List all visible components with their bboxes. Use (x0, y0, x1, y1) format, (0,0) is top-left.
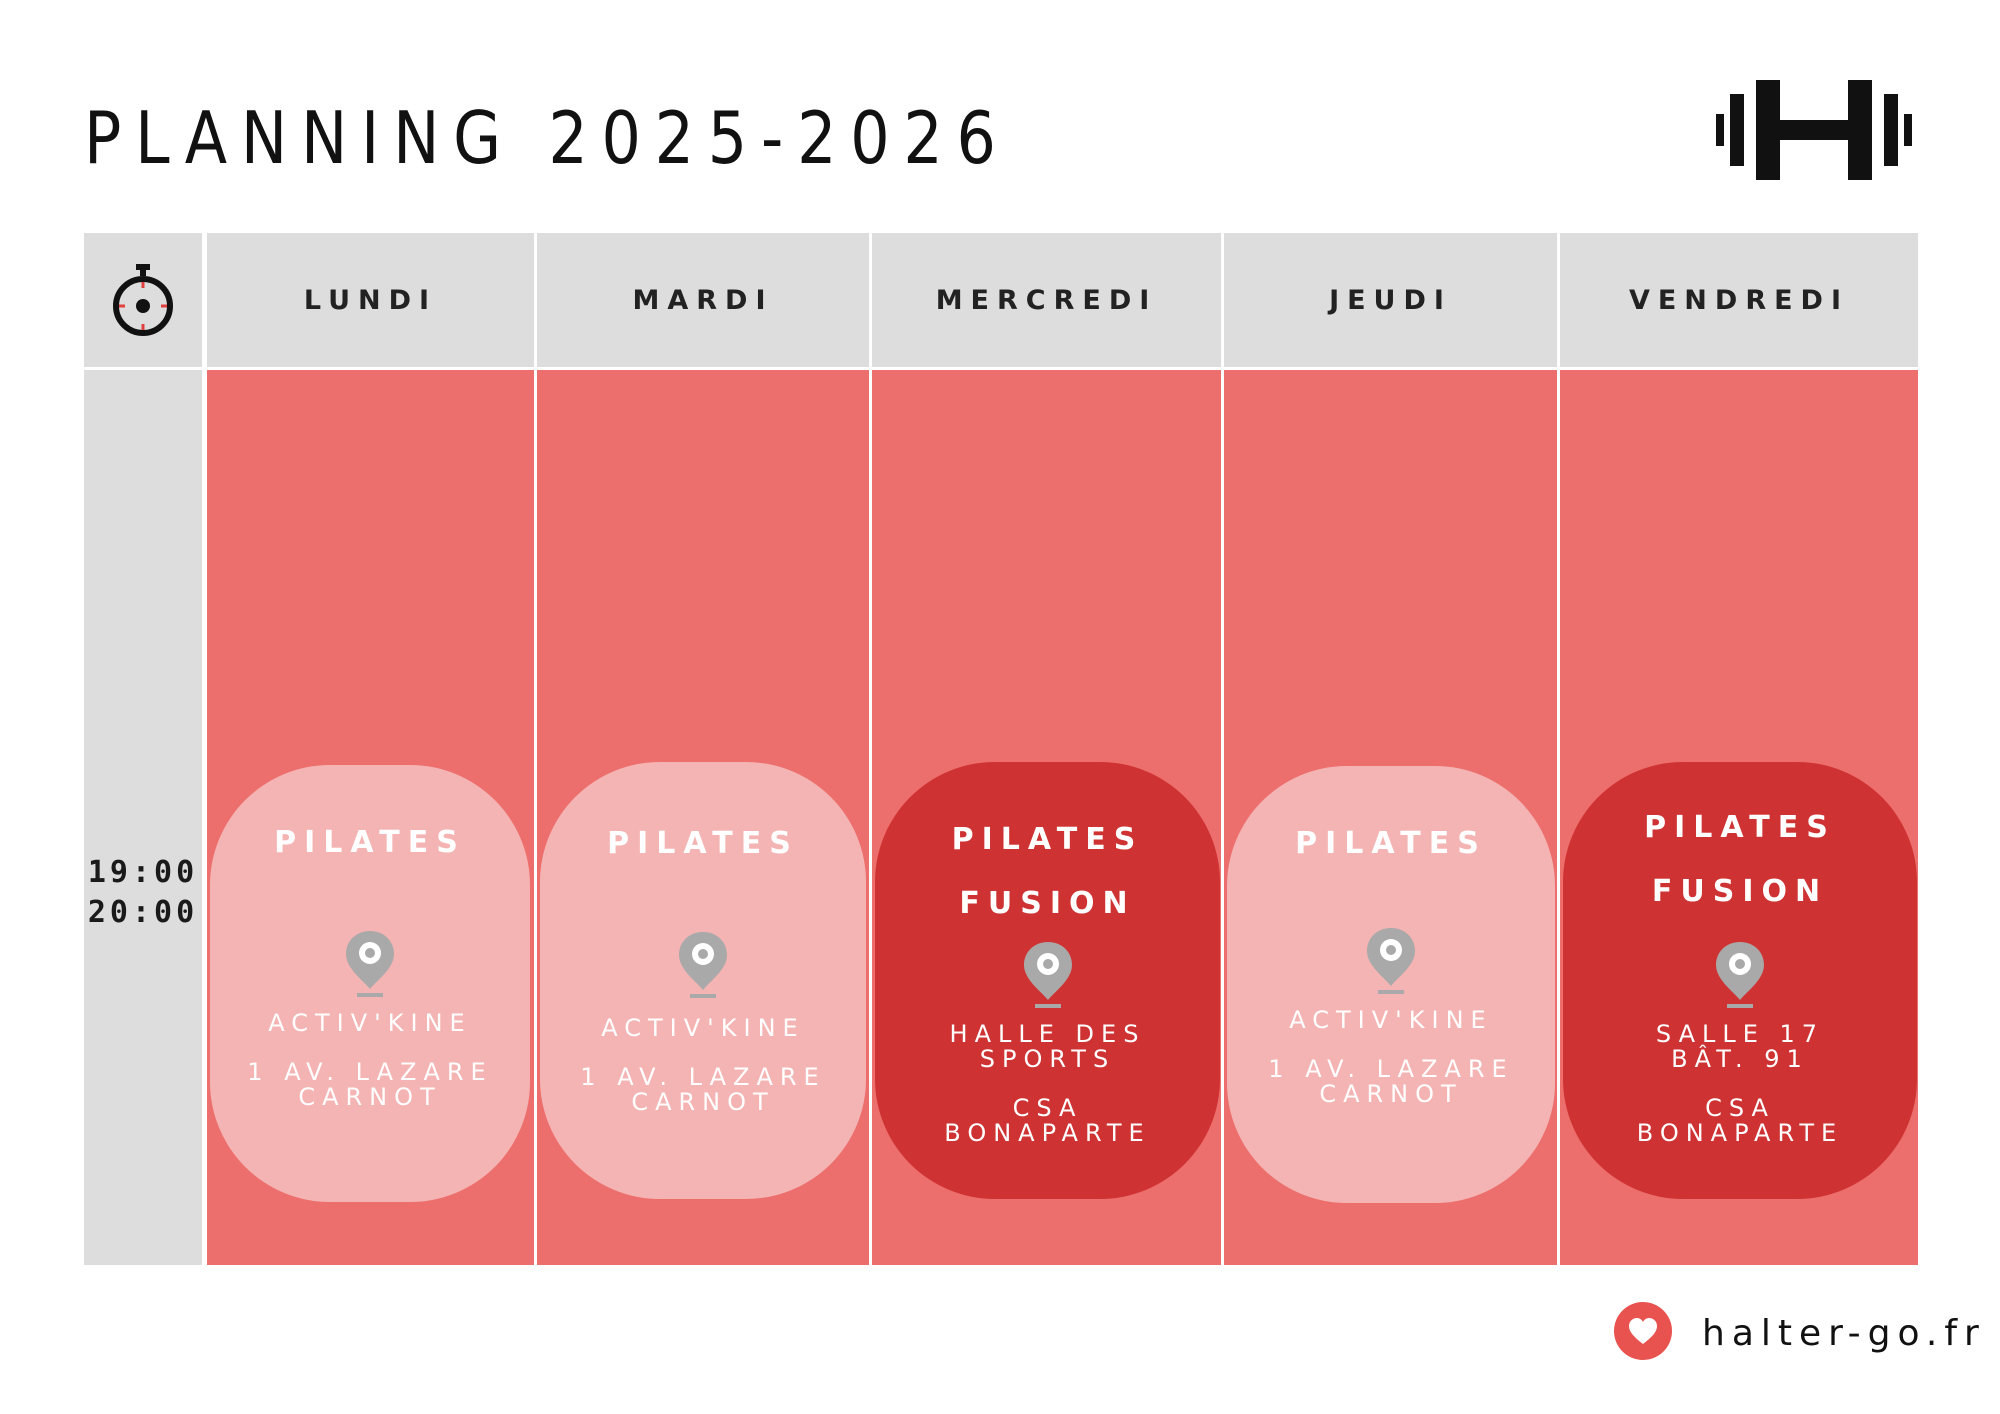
day-label: JEUDI (1329, 284, 1452, 316)
time-end: 20:00 (87, 894, 199, 930)
session-name: PILATES (1295, 826, 1487, 861)
day-header-jeudi: JEUDI (1224, 233, 1557, 367)
location-line-1: HALLE DES SPORTS (949, 1020, 1146, 1073)
day-header-mardi: MARDI (537, 233, 869, 367)
session-name: PILATES FUSION (1644, 810, 1836, 909)
day-header-mercredi: MERCREDI (872, 233, 1221, 367)
session-card[interactable]: PILATES ACTIV'KINE 1 AV. LAZARE CARNOT (1227, 766, 1555, 1203)
location-line-1: ACTIV'KINE (268, 1009, 472, 1037)
location-line-2: CSA BONAPARTE (1636, 1094, 1844, 1147)
session-card[interactable]: PILATES FUSION SALLE 17 BÂT. 91 CSA BONA… (1563, 762, 1917, 1199)
location-line-1: ACTIV'KINE (1289, 1006, 1493, 1034)
day-label: MARDI (632, 284, 774, 316)
session-card[interactable]: PILATES ACTIV'KINE 1 AV. LAZARE CARNOT (540, 762, 866, 1199)
session-card[interactable]: PILATES ACTIV'KINE 1 AV. LAZARE CARNOT (210, 765, 530, 1202)
map-pin-icon (1716, 942, 1764, 1008)
session-name: PILATES FUSION (951, 822, 1144, 921)
time-header-cell (84, 233, 202, 367)
session-card[interactable]: PILATES FUSION HALLE DES SPORTS CSA BONA… (875, 762, 1220, 1199)
location-line-1: ACTIV'KINE (601, 1014, 805, 1042)
heart-icon (1614, 1302, 1672, 1360)
website-link[interactable]: halter-go.fr (1702, 1313, 1986, 1354)
time-start: 19:00 (87, 854, 199, 890)
location-line-1: SALLE 17 BÂT. 91 (1655, 1020, 1825, 1073)
map-pin-icon (679, 932, 727, 998)
day-label: VENDREDI (1628, 284, 1850, 316)
location-line-2: CSA BONAPARTE (944, 1094, 1151, 1147)
day-column-vendredi: PILATES FUSION SALLE 17 BÂT. 91 CSA BONA… (1560, 370, 1918, 1265)
day-label: MERCREDI (935, 284, 1158, 316)
day-column-jeudi: PILATES ACTIV'KINE 1 AV. LAZARE CARNOT (1224, 370, 1557, 1265)
map-pin-icon (1023, 942, 1072, 1008)
time-cell: 19:00 20:00 (84, 370, 202, 1265)
page-title: PLANNING 2025-2026 (84, 96, 1010, 180)
location-line-2: 1 AV. LAZARE CARNOT (1268, 1055, 1514, 1108)
day-column-lundi: PILATES ACTIV'KINE 1 AV. LAZARE CARNOT (207, 370, 534, 1265)
stopwatch-icon (113, 264, 173, 336)
map-pin-icon (346, 931, 394, 997)
dumbbell-h-icon (1716, 80, 1912, 180)
day-header-vendredi: VENDREDI (1560, 233, 1918, 367)
day-column-mercredi: PILATES FUSION HALLE DES SPORTS CSA BONA… (872, 370, 1221, 1265)
location-line-2: 1 AV. LAZARE CARNOT (247, 1058, 493, 1111)
session-name: PILATES (274, 825, 466, 860)
map-pin-icon (1367, 928, 1415, 994)
schedule-grid: LUNDI MARDI MERCREDI JEUDI VENDREDI 19:0… (84, 233, 1918, 1265)
location-line-2: 1 AV. LAZARE CARNOT (580, 1063, 826, 1116)
session-name: PILATES (607, 826, 799, 861)
day-header-lundi: LUNDI (207, 233, 534, 367)
day-column-mardi: PILATES ACTIV'KINE 1 AV. LAZARE CARNOT (537, 370, 869, 1265)
day-label: LUNDI (303, 284, 438, 316)
